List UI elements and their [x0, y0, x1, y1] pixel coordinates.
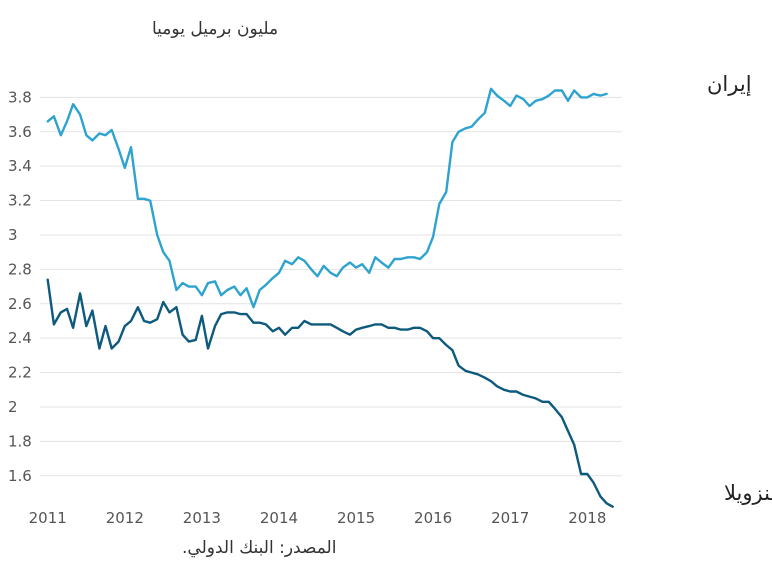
- y-tick-label: 2.2: [8, 364, 32, 382]
- x-tick-label: 2011: [29, 509, 67, 527]
- y-tick-label: 2: [8, 398, 18, 416]
- y-tick-label: 1.8: [8, 432, 32, 450]
- x-tick-label: 2017: [491, 509, 529, 527]
- x-tick-label: 2018: [568, 509, 606, 527]
- series-label-venezuela: فنزويلا: [724, 481, 772, 505]
- x-tick-label: 2015: [337, 509, 375, 527]
- y-axis-ticks: 3.8 3.6 3.4 3.2 3 2.8 2.6 2.4 2.2 2 1.8 1.6: [8, 88, 32, 484]
- y-axis-label: مليون برميل يوميا: [152, 19, 278, 39]
- y-tick-label: 3.6: [8, 123, 32, 141]
- x-tick-label: 2016: [414, 509, 452, 527]
- y-tick-label: 2.8: [8, 260, 32, 278]
- x-axis-ticks: 2011 2012 2013 2014 2015 2016 2017 2018: [29, 509, 607, 527]
- y-tick-label: 2.4: [8, 329, 32, 347]
- source-note: المصدر: البنك الدولي.: [182, 538, 336, 558]
- series-line-venezuela: [46, 278, 614, 508]
- y-tick-label: 3.8: [8, 88, 32, 106]
- y-tick-label: 3: [8, 226, 18, 244]
- y-tick-label: 2.6: [8, 295, 32, 313]
- gridlines: [40, 96, 622, 477]
- y-tick-label: 3.4: [8, 157, 32, 175]
- series-lines: [46, 87, 614, 508]
- series-label-iran: إيران: [707, 72, 752, 97]
- x-tick-label: 2014: [260, 509, 298, 527]
- x-tick-label: 2013: [183, 509, 221, 527]
- series-line-iran: [46, 87, 608, 309]
- x-tick-label: 2012: [106, 509, 144, 527]
- y-tick-label: 3.2: [8, 192, 32, 210]
- y-tick-label: 1.6: [8, 467, 32, 485]
